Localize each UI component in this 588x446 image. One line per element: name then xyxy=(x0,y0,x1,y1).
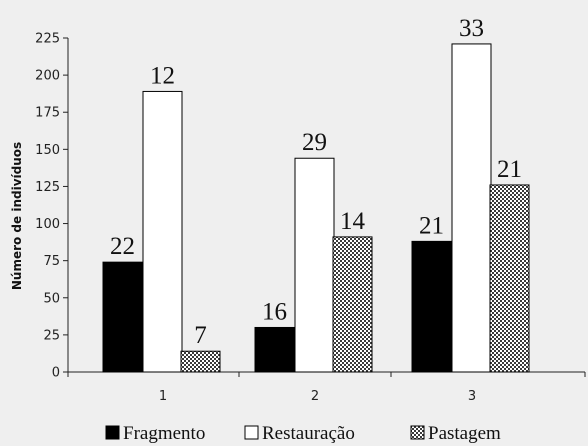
data-label: 7 xyxy=(194,322,207,349)
bar-pastagem-3 xyxy=(489,184,530,373)
bar-fragmento-3 xyxy=(411,240,452,373)
y-tick-label: 0 xyxy=(52,366,60,381)
data-label: 16 xyxy=(262,298,287,325)
y-tick-label: 25 xyxy=(43,328,60,343)
legend-label: Pastagem xyxy=(428,423,501,444)
legend-label: Fragmento xyxy=(123,423,205,444)
bar-fragmento-1 xyxy=(102,261,143,373)
y-tick-label: 150 xyxy=(35,143,60,158)
bar-restaura-o-2 xyxy=(294,157,335,373)
data-label: 14 xyxy=(340,208,366,235)
data-label: 22 xyxy=(110,233,135,260)
legend: Fragmento Restauração Pastagem xyxy=(105,423,501,444)
data-label: 29 xyxy=(302,129,327,156)
y-tick-label: 200 xyxy=(35,69,60,84)
y-tick-label: 125 xyxy=(35,180,60,195)
y-tick-label: 175 xyxy=(35,106,60,121)
data-label: 12 xyxy=(150,62,175,89)
y-tick-label: 225 xyxy=(35,32,60,47)
x-tick-label: 3 xyxy=(468,389,476,404)
y-tick-label: 50 xyxy=(43,291,60,306)
data-label: 21 xyxy=(419,212,444,239)
bar-restaura-o-1 xyxy=(142,90,183,373)
x-tick-label: 1 xyxy=(159,389,167,404)
legend-swatch xyxy=(410,425,425,440)
bar-pastagem-1 xyxy=(180,350,221,373)
y-axis-label: Número de indivíduos xyxy=(10,142,24,290)
y-tick-label: 100 xyxy=(35,217,60,232)
legend-swatch xyxy=(244,425,259,440)
data-labels: 22 16 21 12 29 33 7 14 21 xyxy=(110,15,522,349)
data-label: 21 xyxy=(497,156,522,183)
legend-swatch xyxy=(105,425,120,440)
legend-label: Restauração xyxy=(262,423,355,444)
bar-fragmento-2 xyxy=(254,326,295,373)
bar-restaura-o-3 xyxy=(451,43,492,373)
y-tick-label: 75 xyxy=(43,254,60,269)
bar-pastagem-2 xyxy=(332,236,373,373)
data-label: 33 xyxy=(459,15,484,42)
bars xyxy=(102,43,530,373)
x-tick-label: 2 xyxy=(311,389,319,404)
